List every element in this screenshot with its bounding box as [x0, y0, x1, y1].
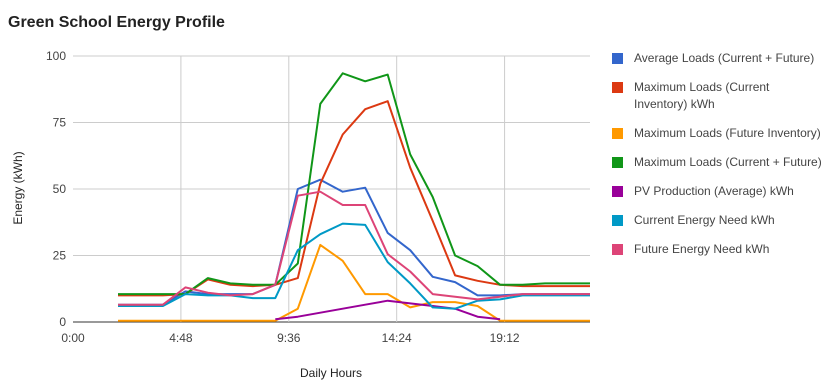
legend-label: Future Energy Need kWh: [634, 242, 769, 256]
y-axis-title: Energy (kWh): [11, 151, 25, 224]
y-tick-label: 25: [53, 249, 67, 263]
series-line-2: [118, 100, 590, 297]
legend: Average Loads (Current + Future) Maximum …: [612, 51, 822, 256]
series-line-4: [118, 72, 590, 296]
legend-swatch: [612, 215, 623, 226]
legend-swatch: [612, 53, 623, 64]
legend-swatch: [612, 82, 623, 93]
x-axis-title: Daily Hours: [300, 366, 362, 380]
y-tick-label: 50: [53, 182, 67, 196]
x-tick-label: 4:48: [169, 331, 193, 345]
y-tick-label: 100: [46, 49, 66, 63]
chart-title: Green School Energy Profile: [8, 14, 225, 31]
legend-label: Maximum Loads (Current + Future): [634, 155, 822, 169]
series-line-6: [118, 222, 590, 310]
x-tick-label: 14:24: [382, 331, 412, 345]
legend-swatch: [612, 244, 623, 255]
legend-label: PV Production (Average) kWh: [634, 184, 794, 198]
legend-swatch: [612, 186, 623, 197]
legend-label: Current Energy Need kWh: [634, 213, 775, 227]
legend-swatch: [612, 128, 623, 139]
series-line-7: [118, 190, 590, 306]
legend-label: Maximum Loads (Current Inventory) kWh: [634, 80, 770, 111]
legend-swatch: [612, 157, 623, 168]
series-lines: [118, 72, 590, 322]
chart-grid: [73, 55, 590, 323]
y-tick-label: 0: [59, 315, 66, 329]
x-axis-ticks: 0:00 4:48 9:36 14:24 19:12: [61, 331, 520, 345]
x-tick-label: 0:00: [61, 331, 85, 345]
legend-label: Average Loads (Current + Future): [634, 51, 814, 65]
legend-label: Maximum Loads (Future Inventory): [634, 126, 821, 140]
x-tick-label: 9:36: [277, 331, 301, 345]
series-line-5: [275, 299, 501, 321]
y-axis-ticks: 0 25 50 75 100: [46, 49, 66, 329]
y-tick-label: 75: [53, 116, 67, 130]
series-line-3: [118, 243, 590, 322]
x-tick-label: 19:12: [490, 331, 520, 345]
